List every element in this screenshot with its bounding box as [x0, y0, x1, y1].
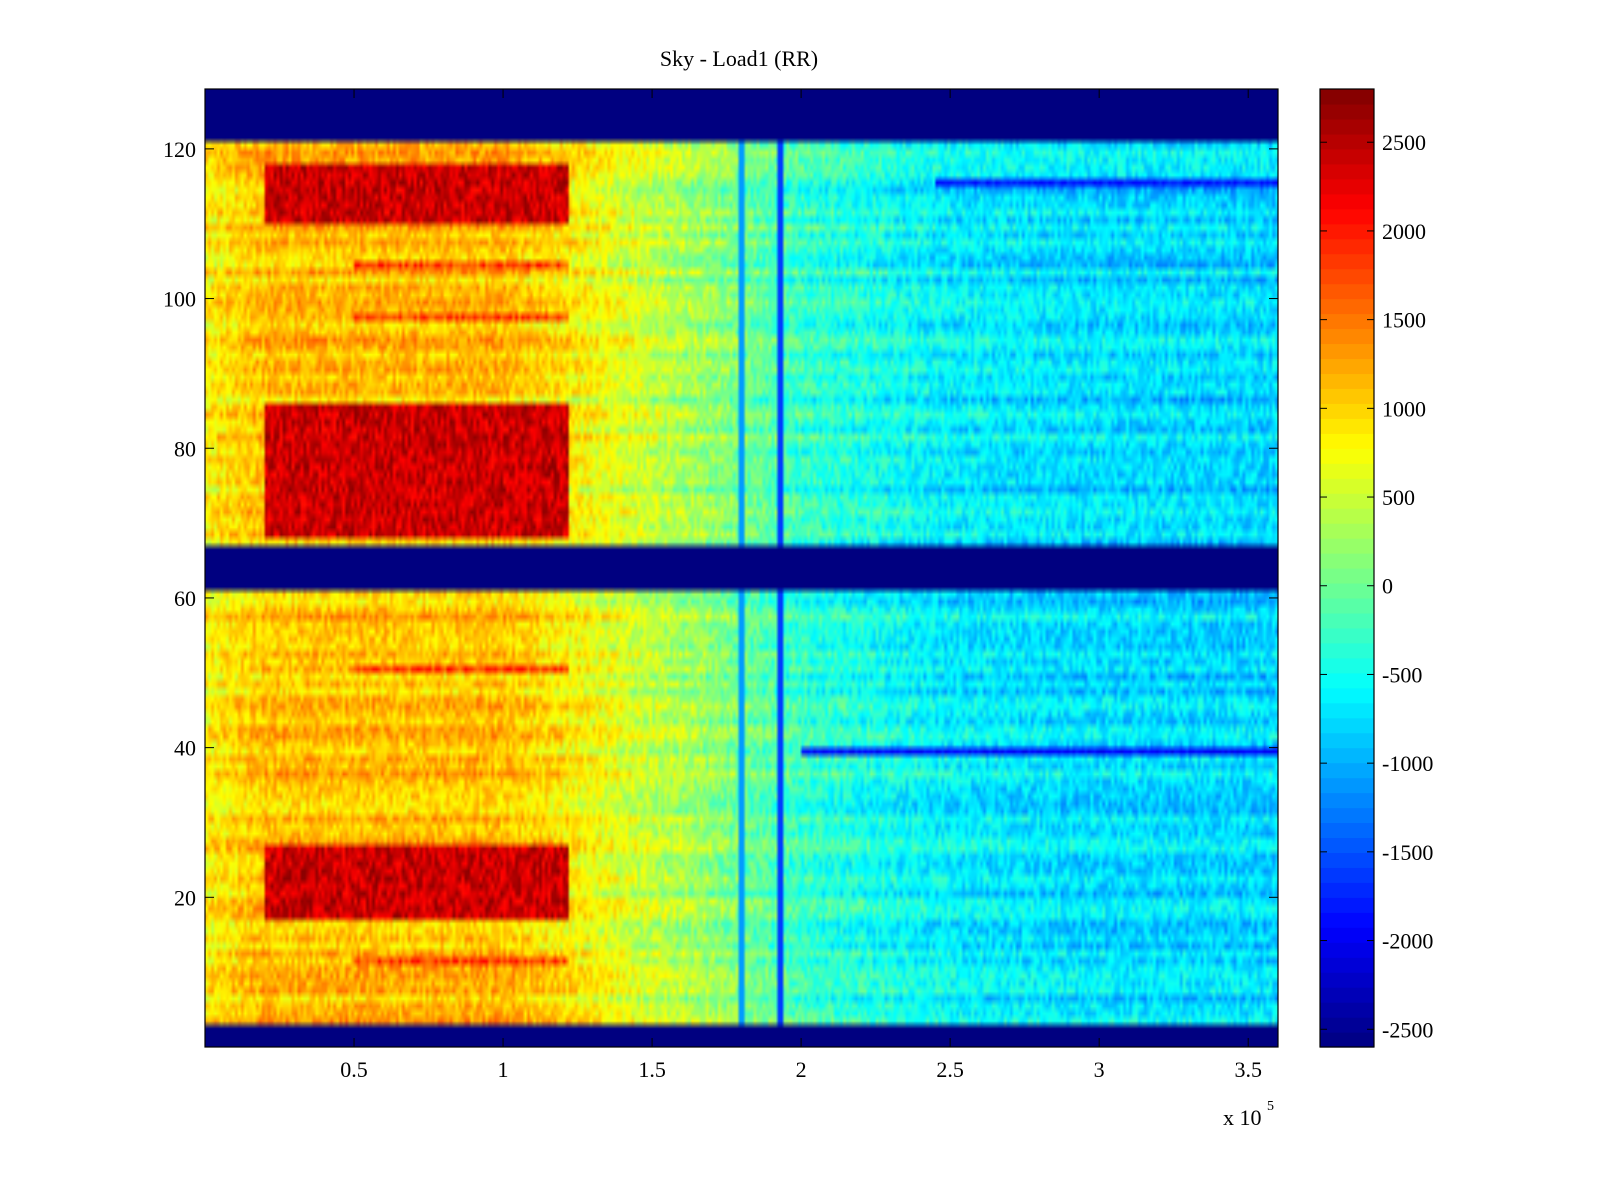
- colorbar-swatch: [1320, 1032, 1374, 1048]
- colorbar-swatch: [1320, 732, 1374, 749]
- colorbar-swatch: [1320, 882, 1374, 898]
- colorbar-swatch: [1320, 253, 1374, 270]
- colorbar-swatch: [1320, 822, 1374, 839]
- colorbar-swatch: [1320, 687, 1374, 704]
- colorbar-swatch: [1320, 388, 1374, 404]
- y-tick-label: 40: [174, 736, 196, 761]
- colorbar-swatch: [1320, 747, 1374, 764]
- colorbar-swatch: [1320, 433, 1374, 449]
- colorbar-tick-label: -1000: [1382, 751, 1433, 776]
- colorbar-swatch: [1320, 582, 1374, 599]
- colorbar-swatch: [1320, 478, 1374, 494]
- y-tick-label: 20: [174, 885, 196, 910]
- colorbar-tick-label: 2000: [1382, 219, 1426, 244]
- colorbar-swatch: [1320, 298, 1374, 315]
- colorbar-swatch: [1320, 538, 1374, 554]
- colorbar-swatch: [1320, 912, 1374, 928]
- colorbar-tick-label: 1000: [1382, 396, 1426, 421]
- heatmap-plot-area: [205, 89, 1278, 1047]
- colorbar-swatch: [1320, 987, 1374, 1003]
- x-tick-label: 2: [796, 1057, 807, 1082]
- colorbar-swatch: [1320, 238, 1374, 255]
- colorbar-swatch: [1320, 103, 1374, 120]
- colorbar-swatch: [1320, 343, 1374, 360]
- x-multiplier-exponent: 5: [1267, 1099, 1274, 1114]
- colorbar-swatch: [1320, 927, 1374, 943]
- colorbar-swatch: [1320, 657, 1374, 674]
- colorbar-swatch: [1320, 373, 1374, 389]
- colorbar-swatch: [1320, 463, 1374, 479]
- colorbar-swatch: [1320, 642, 1374, 659]
- axis-ticks: 0.5 1 1.5 2 2.5 3 3.5 20 40 60 80 100 120: [163, 89, 1278, 1082]
- x-tick-label: 3.5: [1234, 1057, 1262, 1082]
- colorbar-swatch: [1320, 957, 1374, 973]
- colorbar: 2500 2000 1500 1000 500 0 -500 -1000 -1500 -2000 -…: [1320, 89, 1433, 1048]
- colorbar-swatch: [1320, 867, 1374, 883]
- colorbar-swatch: [1320, 448, 1374, 464]
- colorbar-swatch: [1320, 612, 1374, 629]
- x-multiplier: x 10 5: [1223, 1099, 1274, 1130]
- colorbar-swatch: [1320, 942, 1374, 958]
- x-tick-label: 3: [1094, 1057, 1105, 1082]
- colorbar-frame: [1319, 88, 1375, 1048]
- colorbar-swatch: [1320, 358, 1374, 375]
- x-multiplier-base: x 10: [1223, 1105, 1262, 1130]
- colorbar-swatch: [1320, 283, 1374, 300]
- colorbar-swatch: [1320, 133, 1374, 150]
- colorbar-tick-label: 2500: [1382, 130, 1426, 155]
- x-tick-label: 1.5: [638, 1057, 666, 1082]
- colorbar-swatch: [1320, 268, 1374, 285]
- colorbar-swatch: [1320, 972, 1374, 988]
- plot-frame: [204, 88, 1279, 1048]
- colorbar-swatch: [1320, 148, 1374, 165]
- colorbar-swatch: [1320, 553, 1374, 569]
- colorbar-tick-label: 500: [1382, 485, 1415, 510]
- colorbar-swatch: [1320, 1002, 1374, 1018]
- colorbar-swatch: [1320, 418, 1374, 434]
- colorbar-swatch: [1320, 792, 1374, 809]
- x-tick-label: 1: [498, 1057, 509, 1082]
- colorbar-tick-label: -2000: [1382, 929, 1433, 954]
- colorbar-swatch: [1320, 193, 1374, 210]
- colorbar-swatch: [1320, 702, 1374, 719]
- colorbar-swatch: [1320, 328, 1374, 345]
- colorbar-swatch: [1320, 568, 1374, 584]
- y-tick-label: 100: [163, 287, 196, 312]
- colorbar-swatch: [1320, 89, 1374, 105]
- colorbar-swatch: [1320, 493, 1374, 509]
- colorbar-swatch: [1320, 313, 1374, 330]
- colorbar-tick-label: -2500: [1382, 1017, 1433, 1042]
- colorbar-swatch: [1320, 178, 1374, 195]
- colorbar-swatch: [1320, 672, 1374, 689]
- colorbar-swatch: [1320, 208, 1374, 225]
- x-tick-label: 2.5: [936, 1057, 964, 1082]
- colorbar-swatch: [1320, 118, 1374, 135]
- colorbar-swatch: [1320, 403, 1374, 419]
- y-tick-label: 80: [174, 436, 196, 461]
- colorbar-swatch: [1320, 852, 1374, 868]
- colorbar-swatch: [1320, 717, 1374, 734]
- colorbar-swatch: [1320, 163, 1374, 180]
- colorbar-swatch: [1320, 627, 1374, 644]
- colorbar-tick-label: -1500: [1382, 840, 1433, 865]
- colorbar-swatch: [1320, 508, 1374, 524]
- heatmap-image: [205, 89, 1278, 1047]
- colorbar-swatch: [1320, 223, 1374, 240]
- colorbar-tick-label: 0: [1382, 574, 1393, 599]
- y-tick-label: 60: [174, 586, 196, 611]
- colorbar-swatch: [1320, 837, 1374, 854]
- chart-title: Sky - Load1 (RR): [660, 46, 818, 71]
- colorbar-swatch: [1320, 523, 1374, 539]
- colorbar-swatch: [1320, 762, 1374, 779]
- colorbar-swatch: [1320, 807, 1374, 824]
- x-tick-label: 0.5: [340, 1057, 368, 1082]
- colorbar-swatch: [1320, 777, 1374, 794]
- colorbar-tick-label: 1500: [1382, 308, 1426, 333]
- colorbar-swatch: [1320, 597, 1374, 614]
- colorbar-swatch: [1320, 897, 1374, 913]
- colorbar-tick-label: -500: [1382, 662, 1422, 687]
- y-tick-label: 120: [163, 137, 196, 162]
- colorbar-swatch: [1320, 1017, 1374, 1033]
